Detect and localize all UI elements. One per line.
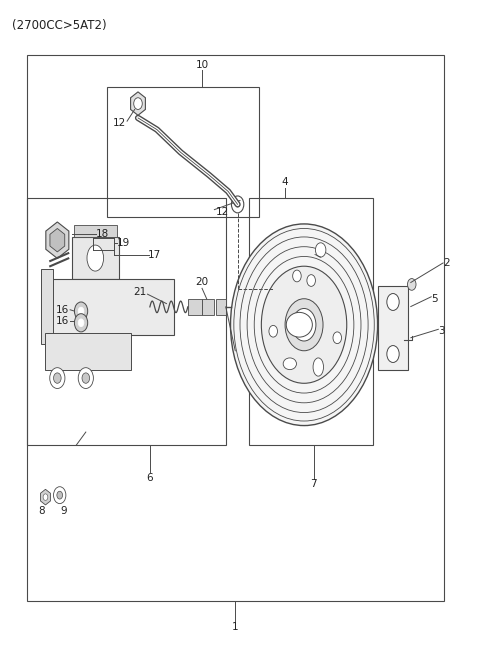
Text: 5: 5 [431, 294, 438, 304]
Bar [41, 270, 53, 344]
Bar [216, 299, 226, 315]
Text: 10: 10 [195, 60, 209, 70]
Bar [74, 225, 117, 237]
Polygon shape [46, 222, 69, 258]
Circle shape [57, 491, 62, 499]
Circle shape [292, 308, 316, 341]
Bar [26, 198, 226, 445]
Circle shape [54, 487, 66, 504]
Circle shape [78, 319, 84, 327]
Text: 12: 12 [216, 207, 228, 217]
Text: 8: 8 [38, 506, 45, 516]
Text: 12: 12 [112, 118, 126, 128]
Bar [250, 198, 373, 445]
Circle shape [54, 373, 61, 383]
Text: 17: 17 [148, 250, 161, 260]
Circle shape [78, 307, 84, 315]
Bar [46, 333, 131, 370]
Circle shape [231, 196, 244, 213]
Text: 1: 1 [232, 622, 239, 632]
Circle shape [261, 266, 347, 383]
Ellipse shape [313, 358, 324, 376]
Circle shape [387, 293, 399, 310]
Polygon shape [50, 228, 65, 252]
Bar [50, 279, 174, 335]
Text: 2: 2 [443, 258, 450, 268]
Bar [26, 55, 444, 601]
Circle shape [78, 367, 94, 388]
Text: 16: 16 [56, 316, 69, 327]
Circle shape [408, 279, 416, 290]
Bar [188, 299, 202, 315]
Ellipse shape [87, 245, 104, 271]
Text: 9: 9 [60, 506, 67, 516]
Text: 21: 21 [134, 287, 147, 297]
Bar [107, 87, 259, 217]
Circle shape [50, 367, 65, 388]
Text: 4: 4 [282, 176, 288, 187]
Circle shape [134, 98, 142, 110]
Circle shape [74, 314, 88, 332]
Bar [202, 299, 214, 315]
Circle shape [82, 373, 90, 383]
Ellipse shape [283, 358, 297, 369]
Polygon shape [131, 92, 145, 115]
Text: 7: 7 [310, 479, 317, 489]
Circle shape [315, 243, 326, 257]
Ellipse shape [286, 312, 312, 337]
Text: 6: 6 [146, 472, 153, 483]
Text: 20: 20 [195, 277, 209, 287]
Bar [72, 237, 119, 279]
Circle shape [236, 202, 240, 207]
Circle shape [43, 494, 48, 501]
Bar [378, 286, 408, 370]
Text: 19: 19 [117, 238, 131, 249]
Circle shape [230, 224, 378, 426]
Text: (2700CC>5AT2): (2700CC>5AT2) [12, 19, 107, 32]
Circle shape [269, 325, 277, 337]
Text: 16: 16 [56, 305, 69, 315]
Circle shape [333, 332, 342, 344]
Circle shape [74, 302, 88, 320]
Polygon shape [40, 489, 50, 505]
Circle shape [293, 270, 301, 282]
Circle shape [307, 275, 315, 287]
Circle shape [285, 298, 323, 351]
Text: 3: 3 [438, 326, 445, 337]
Text: 18: 18 [96, 229, 109, 239]
Circle shape [387, 346, 399, 363]
